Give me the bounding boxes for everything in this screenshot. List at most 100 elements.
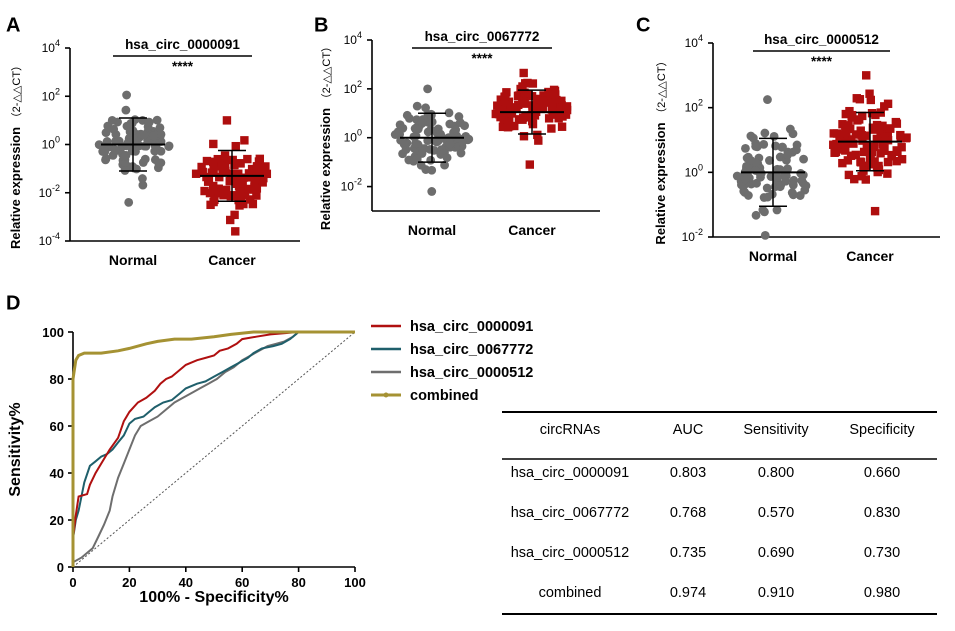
roc-panel: D 0 20 40 60 80 100 0 20 40 60 80 100 100% - Specific…: [6, 293, 533, 606]
data-point: [503, 115, 512, 124]
panel-letter: B: [314, 15, 328, 37]
y-tick-label: 100: [344, 128, 362, 145]
x-tick-label: 60: [235, 575, 249, 590]
data-point: [235, 159, 244, 168]
data-point: [150, 155, 160, 165]
data-point: [493, 101, 502, 110]
data-point: [859, 147, 869, 157]
category-label-normal: Normal: [749, 248, 797, 264]
data-point: [210, 195, 219, 205]
data-point: [197, 162, 206, 172]
table-cell: 0.735: [670, 545, 706, 561]
data-point: [139, 130, 149, 140]
data-point: [861, 161, 871, 170]
data-point: [740, 174, 750, 184]
tick-exponent: 4: [55, 38, 60, 48]
data-point: [411, 139, 420, 148]
data-point: [456, 148, 466, 158]
data-point: [858, 136, 867, 145]
data-point: [528, 79, 538, 88]
data-point: [763, 95, 772, 104]
category-label-normal: Normal: [408, 222, 456, 238]
category-label-cancer: Cancer: [508, 222, 556, 238]
data-point: [226, 215, 235, 225]
data-point: [252, 191, 261, 200]
y-axis-label-text: Relative expression: [8, 123, 23, 249]
tick-exponent: 0: [698, 162, 703, 172]
data-point: [209, 165, 218, 175]
data-point: [460, 121, 469, 131]
data-point: [858, 111, 867, 121]
data-point: [551, 90, 560, 99]
data-point: [231, 173, 240, 182]
data-point: [226, 191, 236, 201]
tick-exponent: 4: [357, 30, 362, 40]
x-tick-label: 100: [344, 575, 366, 590]
y-tick-label: 102: [344, 79, 362, 96]
data-point: [220, 151, 230, 160]
data-point: [865, 89, 874, 98]
data-point: [547, 99, 557, 108]
y-tick-label: 10-2: [682, 227, 703, 244]
roc-curve-combined: [71, 330, 355, 567]
data-point: [427, 165, 437, 175]
data-point: [258, 178, 267, 187]
data-point: [760, 207, 769, 217]
y-axis-label-text: Relative expression: [318, 104, 333, 230]
data-point: [896, 130, 905, 140]
tick-base: 10: [344, 82, 358, 96]
data-point: [785, 124, 795, 134]
data-point: [156, 146, 166, 156]
data-point: [410, 124, 420, 133]
data-point: [107, 115, 117, 125]
tick-base: 10: [685, 36, 699, 50]
data-point: [762, 183, 772, 193]
data-point: [215, 172, 224, 182]
data-point: [751, 142, 761, 151]
data-point: [427, 187, 437, 196]
data-point: [783, 150, 792, 160]
data-point: [759, 139, 769, 149]
data-point: [850, 174, 859, 184]
y-axis-label-formula: （2-△△CT）: [655, 55, 668, 118]
data-point: [412, 101, 422, 111]
tick-exponent: 0: [357, 128, 362, 138]
data-point: [851, 150, 860, 160]
data-point: [156, 129, 166, 139]
panel-letter: C: [636, 15, 650, 37]
data-point: [841, 146, 850, 155]
data-point: [801, 181, 811, 191]
data-point: [235, 189, 244, 198]
data-point: [252, 162, 262, 171]
table-cell: 0.910: [758, 585, 794, 601]
data-point: [751, 166, 761, 175]
data-point: [841, 122, 850, 131]
y-tick-label: 10-2: [39, 183, 60, 200]
x-tick-label: 80: [291, 575, 305, 590]
category-label-cancer: Cancer: [208, 252, 256, 268]
data-point: [869, 142, 879, 152]
data-point: [876, 127, 885, 137]
tick-exponent: 4: [698, 33, 703, 43]
roc-curve-hsa-circ-0000091: [72, 331, 355, 567]
tick-base: 10: [42, 138, 56, 152]
tick-exponent: 2: [698, 98, 703, 108]
data-point: [451, 125, 461, 135]
tick-exponent: -2: [695, 227, 703, 237]
data-point: [120, 152, 129, 161]
data-point: [148, 131, 158, 141]
data-point: [772, 172, 782, 182]
category-label-normal: Normal: [109, 252, 157, 268]
data-point: [763, 192, 772, 202]
table-cell: 0.800: [758, 465, 794, 481]
roc-legend: hsa_circ_0000091 hsa_circ_0067772 hsa_circ…: [371, 319, 533, 404]
data-point: [250, 182, 259, 191]
data-point: [502, 88, 511, 97]
data-point: [520, 89, 530, 98]
table-cell: 0.803: [670, 465, 706, 481]
table-cell: 0.570: [758, 505, 794, 521]
